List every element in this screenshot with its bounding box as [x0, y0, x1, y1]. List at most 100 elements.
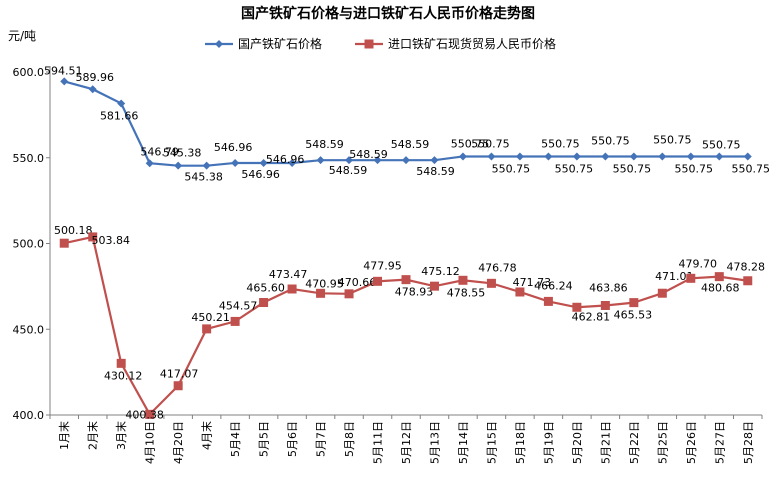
data-point-marker [145, 159, 154, 168]
data-point-marker [231, 158, 240, 167]
data-label: 477.95 [363, 259, 402, 272]
data-point-marker [59, 238, 69, 248]
data-label: 581.66 [100, 109, 139, 122]
data-label: 548.59 [305, 138, 344, 151]
data-label: 546.96 [241, 168, 280, 181]
data-point-marker [515, 152, 524, 161]
data-label: 475.12 [421, 265, 460, 278]
data-label: 548.59 [391, 138, 430, 151]
x-tick-label: 5月7日 [315, 421, 328, 457]
data-label: 550.75 [613, 162, 652, 175]
data-label: 550.75 [541, 137, 580, 150]
legend-label: 国产铁矿石价格 [238, 36, 322, 51]
y-tick-label: 600.0 [13, 66, 45, 79]
x-tick-label: 5月12日 [400, 421, 413, 464]
data-point-marker [543, 296, 553, 306]
data-point-marker [345, 156, 354, 165]
x-tick-label: 5月11日 [372, 421, 385, 464]
data-point-marker [629, 152, 638, 161]
data-point-marker [714, 272, 724, 282]
data-label: 545.38 [184, 171, 223, 184]
data-label: 545.38 [163, 147, 202, 160]
data-label: 476.78 [478, 261, 517, 274]
x-tick-label: 1月末 [57, 421, 71, 450]
x-tick-label: 4月20日 [172, 421, 185, 464]
x-tick-label: 5月25日 [656, 421, 669, 464]
data-label: 471.73 [513, 276, 552, 289]
x-tick-label: 5月26日 [685, 421, 698, 464]
data-point-marker [686, 152, 695, 161]
data-label: 550.75 [591, 134, 630, 147]
data-point-marker [458, 152, 467, 161]
data-label: 546.79 [140, 145, 179, 158]
data-label: 500.18 [54, 224, 93, 237]
data-point-marker [288, 158, 297, 167]
data-label: 471.01 [655, 270, 694, 283]
legend-label: 进口铁矿石现货贸易人民币价格 [388, 36, 556, 51]
data-point-marker [572, 152, 581, 161]
data-point-marker [373, 276, 383, 286]
data-label: 470.66 [338, 276, 377, 289]
data-label: 400.38 [125, 408, 164, 421]
data-label: 417.07 [160, 368, 199, 381]
data-point-marker [60, 77, 69, 86]
data-point-marker [145, 409, 155, 419]
data-label: 479.70 [679, 257, 718, 270]
data-label: 550.75 [653, 133, 692, 146]
x-tick-label: 5月5日 [258, 421, 271, 457]
data-point-marker [316, 156, 325, 165]
data-label: 473.47 [269, 268, 308, 281]
x-tick-label: 5月18日 [514, 421, 527, 464]
data-point-marker [658, 152, 667, 161]
data-label: 503.84 [91, 234, 130, 247]
chart-title: 国产铁矿石价格与进口铁矿石人民币价格走势图 [241, 5, 535, 22]
data-label: 550.75 [471, 137, 510, 150]
data-label: 462.81 [572, 310, 611, 323]
data-label: 466.24 [534, 279, 573, 292]
data-point-marker [344, 289, 354, 299]
data-point-marker [88, 232, 98, 242]
data-label: 480.68 [701, 282, 740, 295]
data-label: 450.21 [191, 311, 230, 324]
data-point-marker [316, 288, 326, 298]
data-point-marker [486, 278, 496, 288]
data-label: 546.96 [266, 153, 305, 166]
data-point-marker [401, 275, 411, 285]
legend-item-1: 进口铁矿石现货贸易人民币价格 [355, 36, 556, 51]
data-point-marker [601, 152, 610, 161]
data-label: 454.57 [219, 299, 258, 312]
data-point-marker [572, 302, 582, 312]
data-point-marker [629, 298, 639, 308]
data-label: 550.75 [675, 162, 714, 175]
x-tick-label: 2月末 [86, 421, 100, 450]
data-point-marker [230, 316, 240, 326]
x-tick-label: 4月10日 [144, 421, 157, 464]
x-tick-label: 5月19日 [542, 421, 555, 464]
data-label: 478.28 [727, 261, 766, 274]
y-tick-label: 550.0 [13, 152, 45, 165]
data-point-marker [117, 99, 126, 108]
data-point-marker [743, 276, 753, 286]
data-label: 550.75 [555, 162, 594, 175]
legend: 国产铁矿石价格 进口铁矿石现货贸易人民币价格 [205, 36, 556, 51]
data-label: 478.93 [395, 286, 434, 299]
data-point-marker [515, 287, 525, 297]
data-point-marker [686, 273, 696, 283]
data-label: 478.55 [447, 286, 486, 299]
data-point-marker [202, 324, 212, 334]
x-tick-label: 5月28日 [742, 421, 755, 464]
data-point-marker [202, 161, 211, 170]
data-point-marker [487, 152, 496, 161]
x-tick-label: 5月15日 [485, 421, 498, 464]
data-point-marker [600, 300, 610, 310]
x-tick-label: 3月末 [114, 421, 128, 450]
data-label: 550.75 [732, 162, 771, 175]
y-tick-label: 450.0 [13, 323, 45, 336]
data-point-marker [373, 156, 382, 165]
data-point-marker [88, 85, 97, 94]
legend-marker [364, 39, 374, 49]
data-point-marker [174, 161, 183, 170]
data-label: 550.75 [492, 162, 531, 175]
